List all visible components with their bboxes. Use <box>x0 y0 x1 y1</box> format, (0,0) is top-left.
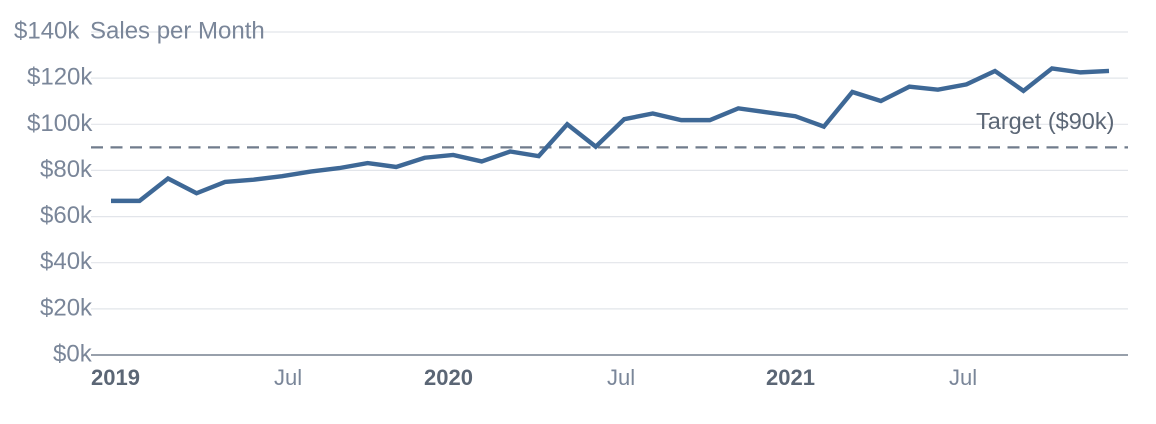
svg-text:$120k: $120k <box>27 64 93 91</box>
svg-text:Jul: Jul <box>949 365 977 390</box>
svg-text:$20k: $20k <box>40 294 93 321</box>
svg-text:$80k: $80k <box>40 156 93 183</box>
svg-text:Jul: Jul <box>607 365 635 390</box>
svg-text:$40k: $40k <box>40 248 93 275</box>
svg-text:Target ($90k): Target ($90k) <box>976 108 1114 134</box>
svg-text:$0k: $0k <box>53 341 93 368</box>
svg-text:2020: 2020 <box>424 365 473 390</box>
svg-text:$140k: $140k <box>14 18 80 45</box>
svg-text:Sales per Month: Sales per Month <box>90 18 265 45</box>
svg-text:$60k: $60k <box>40 202 93 229</box>
svg-text:2021: 2021 <box>766 365 815 390</box>
svg-text:Jul: Jul <box>274 365 302 390</box>
svg-text:$100k: $100k <box>27 110 93 137</box>
svg-text:2019: 2019 <box>91 365 140 390</box>
